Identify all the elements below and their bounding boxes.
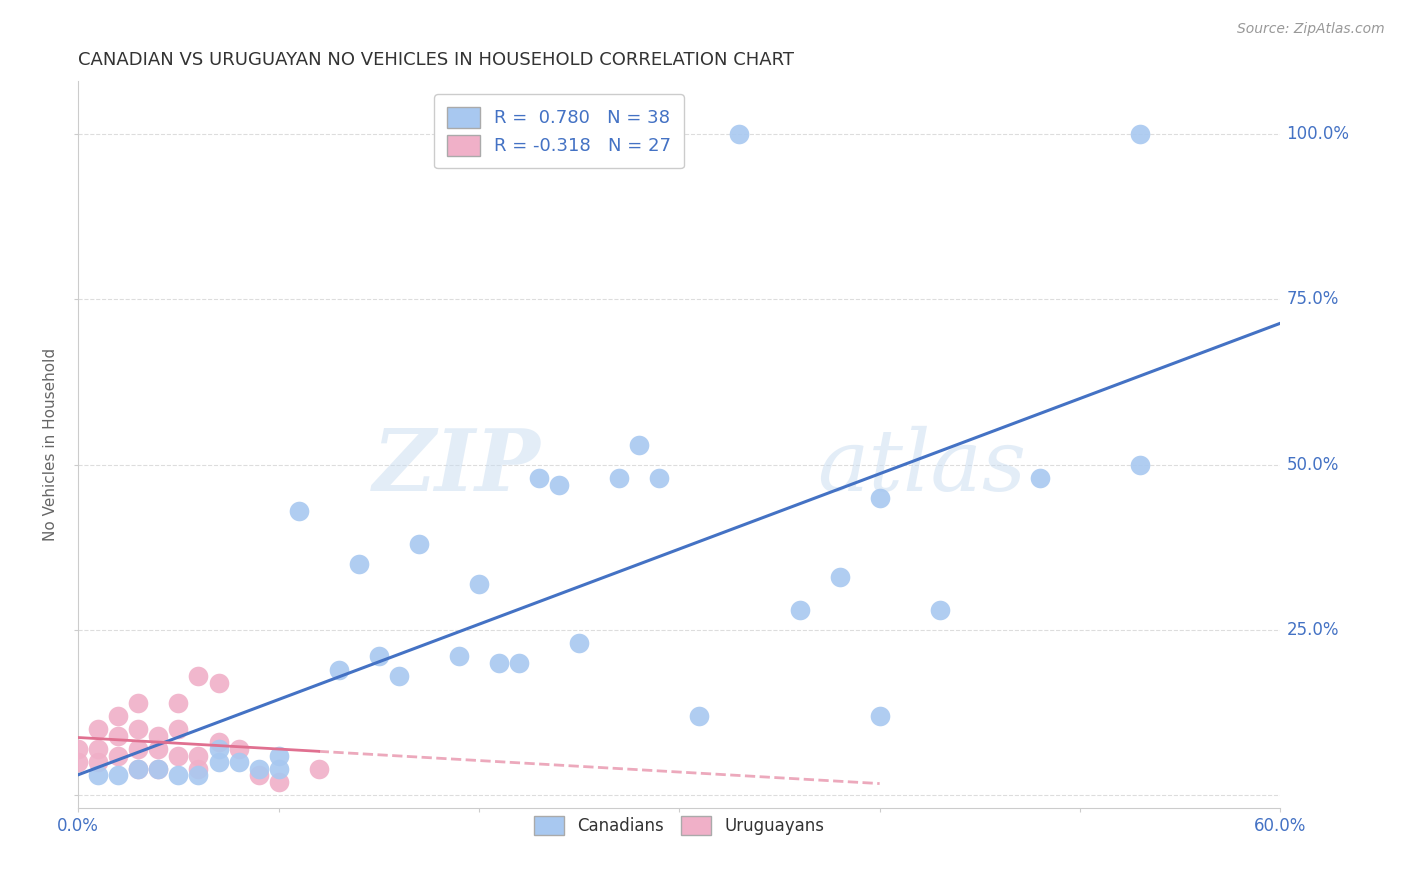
Point xyxy=(789,603,811,617)
Point xyxy=(648,471,671,485)
Point xyxy=(468,576,491,591)
Point xyxy=(148,762,170,776)
Point xyxy=(287,504,309,518)
Point xyxy=(127,696,149,710)
Point xyxy=(367,649,389,664)
Point xyxy=(347,557,370,571)
Point xyxy=(107,748,129,763)
Point xyxy=(488,656,510,670)
Point xyxy=(167,696,190,710)
Point xyxy=(228,742,250,756)
Point xyxy=(167,722,190,736)
Point xyxy=(688,709,710,723)
Point xyxy=(328,663,350,677)
Point xyxy=(267,762,290,776)
Point xyxy=(308,762,330,776)
Point xyxy=(447,649,470,664)
Point xyxy=(67,755,90,769)
Text: Source: ZipAtlas.com: Source: ZipAtlas.com xyxy=(1237,22,1385,37)
Legend: Canadians, Uruguayans: Canadians, Uruguayans xyxy=(526,808,832,844)
Point xyxy=(107,709,129,723)
Point xyxy=(267,748,290,763)
Point xyxy=(508,656,530,670)
Point xyxy=(928,603,950,617)
Point xyxy=(548,477,571,491)
Point xyxy=(728,127,751,141)
Point xyxy=(247,768,270,782)
Point xyxy=(87,755,110,769)
Point xyxy=(127,762,149,776)
Point xyxy=(187,768,209,782)
Point xyxy=(127,762,149,776)
Point xyxy=(207,755,229,769)
Point xyxy=(1129,127,1152,141)
Point xyxy=(107,768,129,782)
Point xyxy=(828,570,851,584)
Point xyxy=(67,742,90,756)
Text: CANADIAN VS URUGUAYAN NO VEHICLES IN HOUSEHOLD CORRELATION CHART: CANADIAN VS URUGUAYAN NO VEHICLES IN HOU… xyxy=(79,51,794,69)
Point xyxy=(167,748,190,763)
Text: 50.0%: 50.0% xyxy=(1286,456,1339,474)
Point xyxy=(1129,458,1152,472)
Point xyxy=(207,676,229,690)
Point xyxy=(87,722,110,736)
Point xyxy=(148,762,170,776)
Point xyxy=(388,669,411,683)
Point xyxy=(187,748,209,763)
Text: 75.0%: 75.0% xyxy=(1286,291,1339,309)
Point xyxy=(869,491,891,505)
Point xyxy=(87,742,110,756)
Point xyxy=(247,762,270,776)
Point xyxy=(607,471,630,485)
Point xyxy=(267,775,290,789)
Text: 100.0%: 100.0% xyxy=(1286,125,1350,144)
Text: 25.0%: 25.0% xyxy=(1286,621,1339,639)
Point xyxy=(148,742,170,756)
Point xyxy=(408,537,430,551)
Point xyxy=(568,636,591,650)
Point xyxy=(869,709,891,723)
Point xyxy=(207,735,229,749)
Point xyxy=(127,722,149,736)
Point xyxy=(87,768,110,782)
Point xyxy=(1029,471,1052,485)
Point xyxy=(187,762,209,776)
Point xyxy=(187,669,209,683)
Text: atlas: atlas xyxy=(817,425,1026,508)
Text: ZIP: ZIP xyxy=(373,425,541,508)
Point xyxy=(527,471,550,485)
Point xyxy=(107,729,129,743)
Point xyxy=(628,438,651,452)
Point xyxy=(127,742,149,756)
Point xyxy=(167,768,190,782)
Y-axis label: No Vehicles in Household: No Vehicles in Household xyxy=(44,349,58,541)
Point xyxy=(148,729,170,743)
Point xyxy=(207,742,229,756)
Point xyxy=(228,755,250,769)
